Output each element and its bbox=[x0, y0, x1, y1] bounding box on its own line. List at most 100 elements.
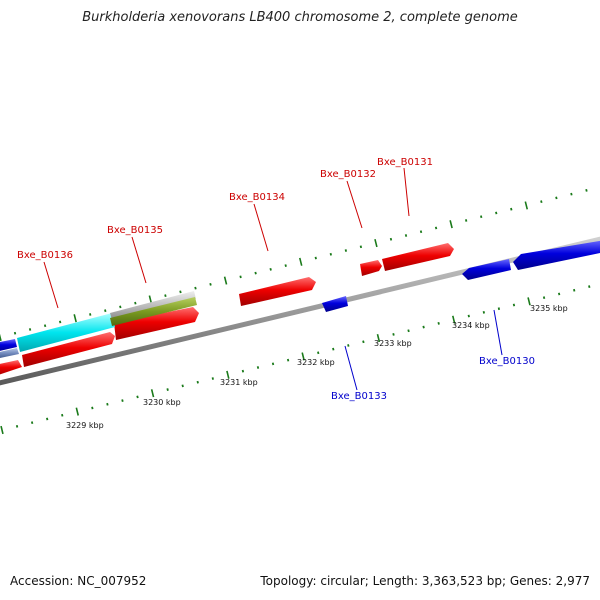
upper-track-minor-tick bbox=[269, 267, 272, 271]
forward-strand-features bbox=[0, 243, 454, 376]
gene-arrow-bxe-b0135[interactable] bbox=[114, 307, 199, 340]
lower-tick-track bbox=[0, 285, 591, 435]
forward-gene-labels: Bxe_B0136 Bxe_B0135 Bxe_B0134 Bxe_B0132 … bbox=[17, 157, 433, 309]
lower-track-major-tick bbox=[452, 315, 456, 324]
lower-track-minor-tick bbox=[136, 395, 139, 399]
reverse-strand-features bbox=[322, 240, 600, 312]
gene-arrow-bxe-b0130[interactable] bbox=[462, 259, 511, 280]
lower-track-minor-tick bbox=[437, 322, 440, 325]
leader-line-bxe-b0133 bbox=[344, 345, 358, 391]
lower-track-minor-tick bbox=[30, 421, 34, 425]
scale-label-3232: 3232 kbp bbox=[297, 358, 335, 367]
scale-labels: 3229 kbp 3230 kbp 3231 kbp 3232 kbp 3233… bbox=[66, 304, 568, 430]
upper-track-minor-tick bbox=[254, 271, 257, 275]
upper-track-minor-tick bbox=[239, 275, 242, 279]
lower-track-minor-tick bbox=[256, 366, 260, 369]
lower-track-minor-tick bbox=[61, 413, 64, 417]
gene-arrow-bxe-b0136[interactable] bbox=[22, 332, 115, 367]
gene-label-bxe-b0135[interactable]: Bxe_B0135 bbox=[107, 225, 163, 236]
accession-text: Accession: NC_007952 bbox=[10, 574, 147, 588]
gene-arrow-bxe-b0134[interactable] bbox=[239, 277, 316, 306]
lower-track-minor-tick bbox=[46, 417, 49, 421]
upper-track-minor-tick bbox=[284, 264, 287, 267]
upper-track-minor-tick bbox=[119, 305, 122, 309]
gene-arrow-bxe-b0129[interactable] bbox=[513, 240, 600, 270]
leader-line-bxe-b0132 bbox=[346, 180, 363, 229]
upper-track-major-tick bbox=[0, 333, 2, 342]
scale-label-3233: 3233 kbp bbox=[374, 339, 412, 348]
scale-label-3230: 3230 kbp bbox=[143, 398, 181, 407]
lower-track-minor-tick bbox=[542, 296, 546, 300]
upper-track-major-tick bbox=[148, 295, 153, 304]
leader-line-bxe-b0131 bbox=[403, 167, 410, 217]
genome-title: Burkholderia xenovorans LB400 chromosome… bbox=[82, 10, 518, 25]
lower-track-minor-tick bbox=[332, 347, 335, 351]
olive-feature[interactable] bbox=[110, 297, 197, 326]
upper-track-minor-tick bbox=[480, 215, 483, 219]
lower-track-minor-tick bbox=[512, 303, 516, 307]
upper-track-minor-tick bbox=[104, 309, 107, 313]
lower-track-minor-tick bbox=[392, 333, 395, 336]
lower-track-minor-tick bbox=[106, 402, 109, 406]
lower-track-minor-tick bbox=[241, 369, 245, 373]
upper-track-major-tick bbox=[298, 257, 303, 266]
lower-track-minor-tick bbox=[121, 399, 124, 402]
upper-track-minor-tick bbox=[329, 252, 332, 256]
upper-track-minor-tick bbox=[164, 294, 167, 298]
upper-track-minor-tick bbox=[344, 249, 348, 252]
gene-arrow-bxe-b0131[interactable] bbox=[382, 243, 454, 271]
gene-label-bxe-b0136[interactable]: Bxe_B0136 bbox=[17, 250, 73, 261]
lower-track-minor-tick bbox=[347, 344, 350, 347]
upper-track-minor-tick bbox=[134, 301, 137, 305]
gene-label-bxe-b0134[interactable]: Bxe_B0134 bbox=[229, 192, 285, 203]
lower-track-minor-tick bbox=[317, 351, 320, 355]
upper-track-minor-tick bbox=[495, 211, 498, 215]
upper-track-minor-tick bbox=[58, 320, 62, 324]
cyan-rna-feature[interactable] bbox=[17, 313, 115, 352]
lower-track-minor-tick bbox=[557, 292, 561, 296]
gene-arrow-bxe-b0133[interactable] bbox=[322, 296, 348, 312]
leader-line-bxe-b0130 bbox=[493, 309, 503, 356]
lower-track-major-tick bbox=[150, 389, 155, 398]
lower-track-major-tick bbox=[0, 425, 4, 435]
lower-track-minor-tick bbox=[422, 325, 425, 329]
upper-track-minor-tick bbox=[28, 328, 32, 331]
upper-track-minor-tick bbox=[13, 331, 17, 335]
upper-track-major-tick bbox=[449, 220, 453, 229]
scale-label-3234: 3234 kbp bbox=[452, 321, 490, 330]
lower-track-minor-tick bbox=[588, 285, 591, 289]
leader-line-bxe-b0135 bbox=[131, 236, 147, 284]
upper-track-major-tick bbox=[374, 238, 378, 248]
lower-track-minor-tick bbox=[196, 380, 199, 384]
upper-track-minor-tick bbox=[89, 313, 92, 316]
upper-track-major-tick bbox=[73, 314, 77, 323]
scale-label-3235: 3235 kbp bbox=[530, 304, 568, 313]
upper-track-minor-tick bbox=[404, 234, 408, 237]
upper-track-minor-tick bbox=[179, 290, 182, 294]
steel-gene-left-edge[interactable] bbox=[0, 348, 19, 359]
gene-label-bxe-b0130[interactable]: Bxe_B0130 bbox=[479, 356, 535, 367]
lower-track-major-tick bbox=[301, 352, 305, 361]
lower-track-minor-tick bbox=[286, 358, 290, 362]
upper-track-minor-tick bbox=[555, 196, 558, 200]
upper-track-minor-tick bbox=[570, 192, 573, 196]
gene-arrow-bxe-b0137[interactable] bbox=[0, 360, 22, 376]
upper-track-minor-tick bbox=[43, 324, 47, 328]
upper-track-minor-tick bbox=[585, 189, 588, 192]
gene-label-bxe-b0133[interactable]: Bxe_B0133 bbox=[331, 391, 387, 402]
lower-track-major-tick bbox=[226, 370, 230, 379]
upper-tick-track bbox=[0, 189, 588, 342]
upper-track-minor-tick bbox=[419, 230, 423, 234]
reverse-gene-left-edge[interactable] bbox=[0, 339, 17, 352]
upper-track-major-tick bbox=[524, 201, 529, 210]
gene-label-bxe-b0132[interactable]: Bxe_B0132 bbox=[320, 169, 376, 180]
lower-track-major-tick bbox=[376, 334, 381, 343]
lower-track-minor-tick bbox=[271, 362, 275, 366]
lower-track-major-tick bbox=[75, 407, 80, 416]
upper-track-minor-tick bbox=[359, 245, 363, 249]
gene-arrow-bxe-b0132[interactable] bbox=[360, 260, 382, 276]
gene-label-bxe-b0131[interactable]: Bxe_B0131 bbox=[377, 157, 433, 168]
reverse-gene-labels: Bxe_B0133 Bxe_B0130 bbox=[331, 309, 535, 402]
